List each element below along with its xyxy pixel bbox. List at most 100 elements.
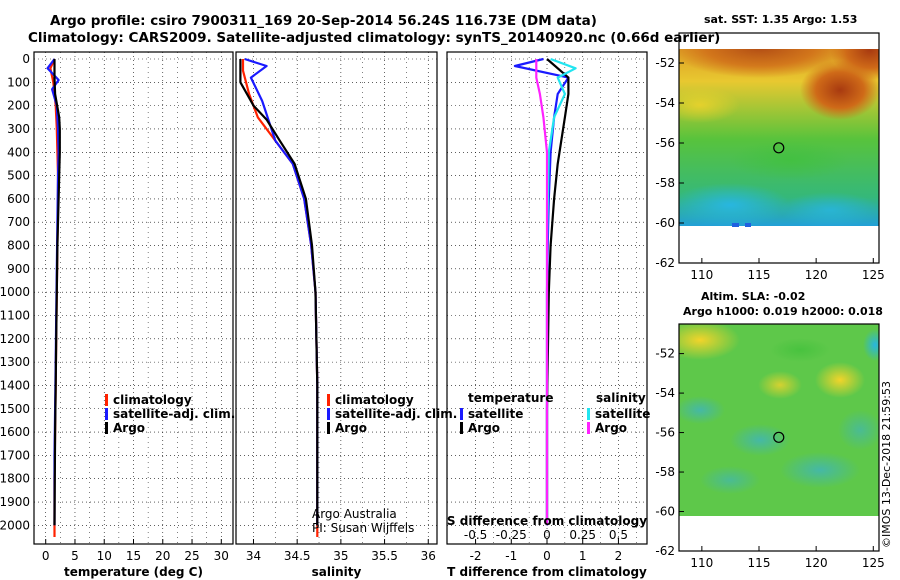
diff-legend-sal-swatch	[587, 422, 590, 434]
temperature-profile-series-argo	[53, 59, 61, 526]
diff-secondary-xtick-label: -0.25	[496, 528, 527, 542]
diff-legend-sal-label: satellite	[595, 407, 650, 421]
sla-map-title-line2: Argo h1000: 0.019 h2000: 0.018	[683, 305, 883, 318]
sst-map-xtick-label: 120	[805, 268, 828, 282]
depth-tick-label: 0	[22, 52, 30, 66]
figure-title-line2: Climatology: CARS2009. Satellite-adjuste…	[28, 30, 721, 46]
temp-legend-swatch	[105, 422, 108, 434]
depth-tick-label: 700	[7, 215, 30, 229]
depth-tick-label: 1800	[0, 472, 30, 486]
sla-map-xtick-label: 120	[805, 556, 828, 570]
diff-secondary-xlabel: S difference from climatology	[447, 514, 647, 528]
sst-map-ytick-label: -56	[655, 136, 675, 150]
sal-legend-label: satellite-adj. clim.	[335, 407, 457, 421]
depth-tick-label: 2000	[0, 518, 30, 532]
salinity-profile-xtick-label: 34.5	[284, 549, 311, 563]
sal-legend-swatch	[327, 408, 330, 420]
depth-tick-label: 500	[7, 169, 30, 183]
temp-legend-label: climatology	[113, 393, 192, 407]
salinity-profile-series-climatology	[241, 59, 319, 537]
diff-legend-temp-swatch	[460, 408, 463, 420]
depth-tick-label: 400	[7, 145, 30, 159]
sla-map-ytick-label: -54	[655, 386, 675, 400]
sal-legend-label: Argo	[335, 421, 367, 435]
sal-legend-swatch	[327, 394, 330, 406]
sla-map-frame	[678, 323, 880, 552]
depth-tick-label: 1500	[0, 402, 30, 416]
depth-tick-label: 800	[7, 239, 30, 253]
difference-profile-xtick-label: -2	[470, 549, 482, 563]
sla-map-title-line1: Altim. SLA: -0.02	[701, 290, 806, 303]
sla-map-ytick-label: -60	[655, 505, 675, 519]
depth-tick-label: 1100	[0, 308, 30, 322]
sal-legend-label: climatology	[335, 393, 414, 407]
sla-map-image	[679, 324, 879, 551]
depth-tick-label: 1400	[0, 378, 30, 392]
figure-title-line1: Argo profile: csiro 7900311_169 20-Sep-2…	[50, 13, 597, 29]
sla-map-xtick-label: 125	[862, 556, 885, 570]
difference-profile-series-s-argo	[535, 59, 549, 526]
temperature-profile-xtick-label: 0	[42, 549, 50, 563]
temp-legend-swatch	[105, 408, 108, 420]
depth-tick-label: 1900	[0, 495, 30, 509]
temp-legend-label: satellite-adj. clim.	[113, 407, 235, 421]
sst-map-ytick-label: -60	[655, 216, 675, 230]
sla-map-xtick-label: 115	[748, 556, 771, 570]
depth-tick-label: 900	[7, 262, 30, 276]
sst-map-frame	[678, 32, 880, 264]
sst-map-ytick-label: -58	[655, 176, 675, 190]
sst-map-image	[679, 49, 879, 263]
sla-map-ytick-label: -58	[655, 465, 675, 479]
sst-map-ytick-label: -52	[655, 56, 675, 70]
sla-map-xtick-label: 110	[690, 556, 713, 570]
diff-legend-temp-swatch	[460, 422, 463, 434]
argo-australia-note: Argo Australia	[312, 507, 397, 521]
depth-tick-label: 600	[7, 192, 30, 206]
temp-legend-label: Argo	[113, 421, 145, 435]
temperature-profile-xtick-label: 25	[184, 549, 199, 563]
difference-profile-xtick-label: -1	[505, 549, 517, 563]
diff-legend-temperature-header: temperature	[468, 391, 553, 405]
depth-tick-label: 100	[7, 75, 30, 89]
diff-legend-sal-swatch	[587, 408, 590, 420]
sst-map-xtick-label: 115	[748, 268, 771, 282]
depth-tick-label: 1700	[0, 448, 30, 462]
salinity-profile-xlabel: salinity	[312, 565, 362, 579]
depth-tick-label: 1600	[0, 425, 30, 439]
depth-tick-label: 1000	[0, 285, 30, 299]
salinity-profile-xtick-label: 34	[246, 549, 261, 563]
salinity-profile-xtick-label: 36	[421, 549, 436, 563]
difference-profile-series-t-argo	[545, 58, 570, 526]
sst-map-ytick-label: -62	[655, 256, 675, 270]
depth-tick-label: 1300	[0, 355, 30, 369]
difference-profile-xtick-label: 0	[543, 549, 551, 563]
difference-profile-series-t-satellite	[513, 57, 570, 526]
temperature-profile-xtick-label: 20	[155, 549, 170, 563]
diff-secondary-xtick-label: 0	[543, 528, 551, 542]
temp-legend-swatch	[105, 394, 108, 406]
depth-tick-label: 1200	[0, 332, 30, 346]
diff-secondary-xtick-label: 0.25	[569, 528, 596, 542]
difference-profile-xtick-label: 1	[579, 549, 587, 563]
sst-map-title: sat. SST: 1.35 Argo: 1.53	[704, 13, 858, 26]
temperature-profile-xtick-label: 10	[97, 549, 112, 563]
diff-legend-temp-label: satellite	[468, 407, 523, 421]
depth-tick-label: 300	[7, 122, 30, 136]
sla-map-ytick-label: -62	[655, 544, 675, 558]
diff-legend-sal-label: Argo	[595, 421, 627, 435]
salinity-profile-xtick-label: 35	[333, 549, 348, 563]
depth-tick-label: 200	[7, 99, 30, 113]
difference-profile-xtick-label: 2	[615, 549, 623, 563]
temperature-profile-xlabel: temperature (deg C)	[64, 565, 203, 579]
diff-secondary-xtick-label: -0.5	[464, 528, 487, 542]
diff-legend-temp-label: Argo	[468, 421, 500, 435]
sla-map-ytick-label: -56	[655, 426, 675, 440]
temperature-profile-xtick-label: 30	[214, 549, 229, 563]
salinity-profile-frame	[235, 51, 438, 545]
salinity-profile-series-argo	[239, 59, 319, 526]
sla-map-ytick-label: -52	[655, 347, 675, 361]
sst-map-xtick-label: 125	[862, 268, 885, 282]
sst-map-xtick-label: 110	[690, 268, 713, 282]
